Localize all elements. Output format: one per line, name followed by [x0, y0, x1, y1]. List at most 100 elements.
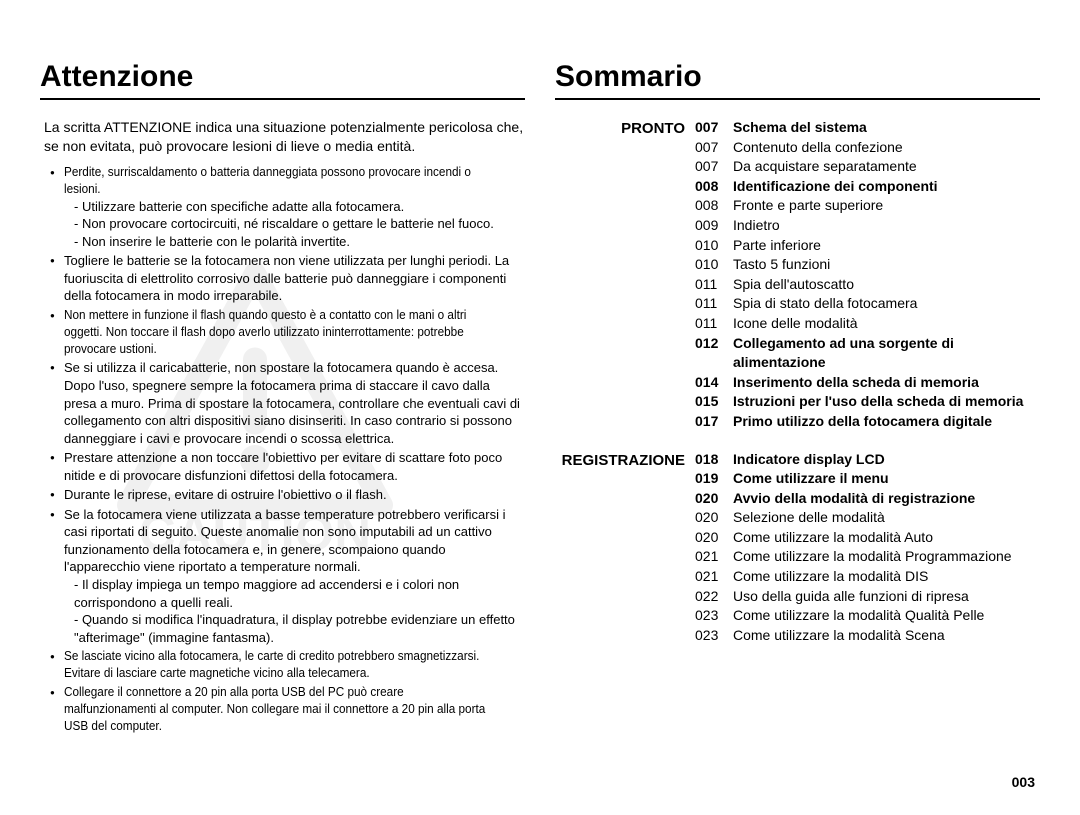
toc-page-num: 018: [695, 450, 733, 470]
bullet-item: Non mettere in funzione il flash quando …: [54, 307, 525, 358]
toc-row: 010Tasto 5 funzioni: [695, 255, 1040, 275]
left-bullet-list: Perdite, surriscaldamento o batteria dan…: [40, 164, 525, 735]
toc-title: Collegamento ad una sorgente di alimenta…: [733, 334, 1040, 373]
toc-row: 020Selezione delle modalità: [695, 508, 1040, 528]
toc-page-num: 022: [695, 587, 733, 607]
toc-page-num: 017: [695, 412, 733, 432]
toc-row: 007Schema del sistema: [695, 118, 1040, 138]
toc-page-num: 012: [695, 334, 733, 373]
toc-page-num: 023: [695, 626, 733, 646]
toc-row: 019Come utilizzare il menu: [695, 469, 1040, 489]
bullet-item: Se lasciate vicino alla fotocamera, le c…: [54, 648, 525, 682]
toc-section-label: PRONTO: [555, 118, 695, 432]
toc-row: 018Indicatore display LCD: [695, 450, 1040, 470]
bullet-head: Togliere le batterie se la fotocamera no…: [64, 252, 525, 305]
toc-title: Primo utilizzo della fotocamera digitale: [733, 412, 1040, 432]
toc-page-num: 009: [695, 216, 733, 236]
toc-page-num: 010: [695, 236, 733, 256]
toc-page-num: 010: [695, 255, 733, 275]
toc-section: PRONTO007Schema del sistema007Contenuto …: [555, 118, 1040, 432]
bullet-head: Prestare attenzione a non toccare l'obie…: [64, 449, 525, 484]
toc-title: Fronte e parte superiore: [733, 196, 1040, 216]
toc-row: 014Inserimento della scheda di memoria: [695, 373, 1040, 393]
toc-row: 023Come utilizzare la modalità Qualità P…: [695, 606, 1040, 626]
toc-title: Come utilizzare la modalità Scena: [733, 626, 1040, 646]
toc-row: 009Indietro: [695, 216, 1040, 236]
toc-title: Avvio della modalità di registrazione: [733, 489, 1040, 509]
page-number: 003: [1012, 774, 1035, 790]
toc-title: Spia di stato della fotocamera: [733, 294, 1040, 314]
toc-title: Come utilizzare la modalità Programmazio…: [733, 547, 1040, 567]
toc-page-num: 023: [695, 606, 733, 626]
toc-page-num: 007: [695, 118, 733, 138]
toc-row: 010Parte inferiore: [695, 236, 1040, 256]
toc-page-num: 014: [695, 373, 733, 393]
toc-title: Inserimento della scheda di memoria: [733, 373, 1040, 393]
bullet-head: Perdite, surriscaldamento o batteria dan…: [64, 164, 497, 198]
toc-row: 021Come utilizzare la modalità Programma…: [695, 547, 1040, 567]
bullet-head: Se lasciate vicino alla fotocamera, le c…: [64, 648, 497, 682]
toc-row: 007Da acquistare separatamente: [695, 157, 1040, 177]
toc-title: Contenuto della confezione: [733, 138, 1040, 158]
bullet-item: Se la fotocamera viene utilizzata a bass…: [54, 506, 525, 646]
left-intro: La scritta ATTENZIONE indica una situazi…: [40, 118, 525, 156]
toc-row: 020Avvio della modalità di registrazione: [695, 489, 1040, 509]
toc-row: 007Contenuto della confezione: [695, 138, 1040, 158]
bullet-item: Collegare il connettore a 20 pin alla po…: [54, 684, 525, 735]
bullet-head: Durante le riprese, evitare di ostruire …: [64, 486, 525, 504]
left-heading: Attenzione: [40, 60, 525, 100]
toc-title: Icone delle modalità: [733, 314, 1040, 334]
toc-page-num: 020: [695, 508, 733, 528]
toc-title: Parte inferiore: [733, 236, 1040, 256]
bullet-subline: - Non inserire le batterie con le polari…: [64, 233, 525, 251]
toc-page-num: 015: [695, 392, 733, 412]
toc-title: Indietro: [733, 216, 1040, 236]
left-column: CAUTION Attenzione La scritta ATTENZIONE…: [40, 60, 525, 785]
toc-page-num: 021: [695, 547, 733, 567]
toc-row: 017Primo utilizzo della fotocamera digit…: [695, 412, 1040, 432]
toc-title: Come utilizzare la modalità Auto: [733, 528, 1040, 548]
bullet-head: Non mettere in funzione il flash quando …: [64, 307, 497, 358]
toc-row: 012Collegamento ad una sorgente di alime…: [695, 334, 1040, 373]
toc-title: Da acquistare separatamente: [733, 157, 1040, 177]
bullet-head: Collegare il connettore a 20 pin alla po…: [64, 684, 497, 735]
toc-row: 015Istruzioni per l'uso della scheda di …: [695, 392, 1040, 412]
bullet-item: Durante le riprese, evitare di ostruire …: [54, 486, 525, 504]
toc-title: Come utilizzare la modalità Qualità Pell…: [733, 606, 1040, 626]
toc-page-num: 007: [695, 138, 733, 158]
toc-page-num: 011: [695, 314, 733, 334]
toc-title: Selezione delle modalità: [733, 508, 1040, 528]
toc-row: 021Come utilizzare la modalità DIS: [695, 567, 1040, 587]
toc-row: 008Fronte e parte superiore: [695, 196, 1040, 216]
page-spread: CAUTION Attenzione La scritta ATTENZIONE…: [0, 0, 1080, 815]
toc-row: 011Spia di stato della fotocamera: [695, 294, 1040, 314]
table-of-contents: PRONTO007Schema del sistema007Contenuto …: [555, 118, 1040, 645]
toc-title: Schema del sistema: [733, 118, 1040, 138]
toc-title: Come utilizzare la modalità DIS: [733, 567, 1040, 587]
toc-section: REGISTRAZIONE018Indicatore display LCD01…: [555, 450, 1040, 646]
toc-section-label: REGISTRAZIONE: [555, 450, 695, 646]
toc-row: 011Spia dell'autoscatto: [695, 275, 1040, 295]
bullet-subline: - Utilizzare batterie con specifiche ada…: [64, 198, 525, 216]
toc-title: Come utilizzare il menu: [733, 469, 1040, 489]
bullet-item: Perdite, surriscaldamento o batteria dan…: [54, 164, 525, 250]
right-column: Sommario PRONTO007Schema del sistema007C…: [555, 60, 1040, 785]
toc-page-num: 011: [695, 275, 733, 295]
bullet-item: Prestare attenzione a non toccare l'obie…: [54, 449, 525, 484]
toc-title: Identificazione dei componenti: [733, 177, 1040, 197]
right-heading: Sommario: [555, 60, 1040, 100]
bullet-subline: - Quando si modifica l'inquadratura, il …: [64, 611, 525, 646]
toc-title: Uso della guida alle funzioni di ripresa: [733, 587, 1040, 607]
toc-page-num: 019: [695, 469, 733, 489]
toc-page-num: 007: [695, 157, 733, 177]
toc-body: 007Schema del sistema007Contenuto della …: [695, 118, 1040, 432]
toc-body: 018Indicatore display LCD019Come utilizz…: [695, 450, 1040, 646]
toc-title: Tasto 5 funzioni: [733, 255, 1040, 275]
toc-page-num: 008: [695, 177, 733, 197]
toc-page-num: 020: [695, 489, 733, 509]
bullet-subline: - Il display impiega un tempo maggiore a…: [64, 576, 525, 611]
toc-page-num: 008: [695, 196, 733, 216]
toc-title: Istruzioni per l'uso della scheda di mem…: [733, 392, 1040, 412]
bullet-head: Se si utilizza il caricabatterie, non sp…: [64, 359, 525, 447]
toc-page-num: 020: [695, 528, 733, 548]
